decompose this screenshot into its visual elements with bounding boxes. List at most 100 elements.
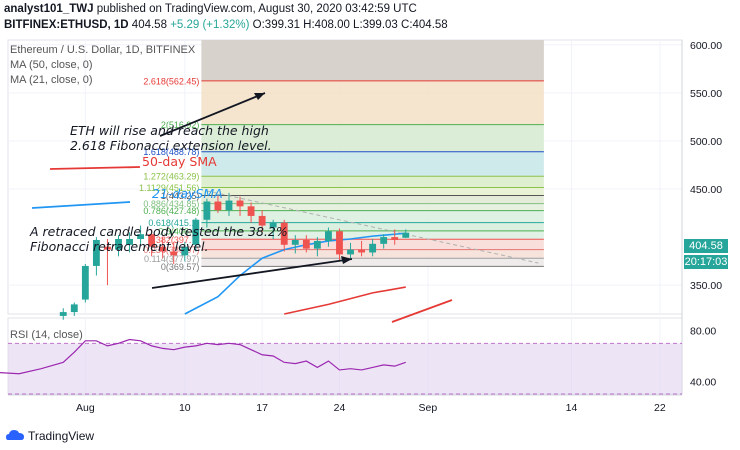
fib-level-label: 1.618(488.78) bbox=[143, 147, 199, 157]
candle-body bbox=[269, 222, 277, 228]
annotation-sma21: 21-daySMA bbox=[152, 186, 223, 201]
fib-level-label: 0.786(427.48) bbox=[143, 206, 199, 216]
footer: TradingView bbox=[0, 424, 740, 450]
chart-title: Ethereum / U.S. Dollar, 1D, BITFINEX bbox=[10, 44, 196, 56]
annotation-retrace-line1: A retraced candle body tested the 38.2% bbox=[30, 224, 288, 239]
candle-body bbox=[325, 231, 332, 241]
candle-body bbox=[59, 312, 67, 316]
last-price-tag: 404.58 bbox=[684, 239, 728, 253]
fib-level-label: 0.618(415.1) bbox=[148, 218, 199, 228]
fib-zone bbox=[201, 176, 544, 188]
ma50-legend: MA (50, close, 0) bbox=[10, 59, 93, 71]
ohlc-values: O:399.31 H:408.00 L:399.03 C:404.58 bbox=[252, 19, 448, 31]
last-price: 404.58 bbox=[131, 19, 167, 31]
fib-zone bbox=[201, 80, 544, 125]
time-tick-label: 24 bbox=[334, 402, 346, 414]
candle-body bbox=[336, 231, 343, 255]
fib-zone bbox=[201, 195, 544, 204]
rsi-tick-label: 40.00 bbox=[690, 376, 716, 388]
fib-zone bbox=[201, 151, 544, 177]
ma50-line bbox=[284, 286, 406, 315]
fib-zone bbox=[201, 203, 544, 211]
author-name[interactable]: analyst101_TWJ bbox=[4, 3, 94, 15]
candle-body bbox=[70, 304, 78, 313]
annotation-retrace: A retraced candle body tested the 38.2% … bbox=[30, 224, 288, 254]
time-tick-label: Sep bbox=[419, 402, 438, 414]
rsi-tick-label: 80.00 bbox=[690, 326, 716, 338]
time-tick-label: 17 bbox=[256, 402, 268, 414]
symbol-label: BITFINEX:ETHUSD, 1D bbox=[4, 19, 129, 31]
fib-level-label: 0.382(397.7) bbox=[148, 235, 199, 245]
price-tick-label: 500.00 bbox=[690, 136, 722, 148]
annotation-rise: ETH will rise and reach the high 2.618 F… bbox=[70, 123, 272, 153]
fib-level-label: 2(516.92) bbox=[161, 120, 200, 130]
tradingview-brand: TradingView bbox=[28, 429, 95, 443]
publish-text: published on TradingView.com, August 30,… bbox=[96, 3, 417, 15]
candle-body bbox=[81, 265, 89, 300]
candle-body bbox=[280, 222, 288, 245]
rsi-band bbox=[8, 343, 682, 394]
annotation-rise-line1: ETH will rise and reach the high bbox=[70, 123, 269, 138]
annotation-sma50: 50-day SMA bbox=[142, 154, 217, 169]
fib-zone bbox=[201, 124, 544, 152]
candle-body bbox=[380, 237, 388, 244]
candle-body bbox=[148, 234, 156, 247]
candle-body bbox=[302, 239, 310, 249]
fib-zone bbox=[201, 258, 544, 267]
ma21-swatch bbox=[31, 201, 131, 209]
candle-body bbox=[92, 239, 100, 266]
candle-body bbox=[347, 249, 354, 255]
time-tick-label: 14 bbox=[566, 402, 578, 414]
candle-body bbox=[115, 239, 122, 250]
publish-header: analyst101_TWJ published on TradingView.… bbox=[0, 0, 740, 36]
time-tick-label: Aug bbox=[76, 402, 95, 414]
candle-body bbox=[258, 215, 266, 226]
fib-zone bbox=[201, 187, 544, 196]
price-tick-label: 450.00 bbox=[690, 184, 722, 196]
fib-level-label: 0.114(377.97) bbox=[144, 254, 199, 264]
candle-body bbox=[214, 201, 222, 211]
candle-body bbox=[247, 206, 255, 216]
fib-zone bbox=[201, 210, 544, 223]
tradingview-logo[interactable]: TradingView bbox=[6, 429, 94, 443]
symbol-info: BITFINEX:ETHUSD, 1D 404.58 +5.29 (+1.32%… bbox=[4, 19, 448, 31]
candle-body bbox=[236, 200, 244, 207]
annotation-rise-line2: 2.618 Fibonacci extension level. bbox=[70, 138, 272, 153]
time-tick-label: 22 bbox=[654, 402, 666, 414]
candle-body bbox=[192, 219, 200, 245]
candle-body bbox=[104, 246, 111, 250]
ma50-swatch bbox=[49, 166, 141, 170]
candle-body bbox=[291, 239, 299, 245]
ma21-legend: MA (21, close, 0) bbox=[10, 74, 93, 86]
arrow-to-retracement-head bbox=[341, 256, 352, 264]
candle-body bbox=[159, 246, 167, 252]
price-tick-label: 550.00 bbox=[690, 88, 722, 100]
candle-body bbox=[137, 234, 145, 240]
candle-body bbox=[369, 243, 377, 253]
fib-top-zone bbox=[201, 40, 544, 81]
fib-level-label: 1.1129(451.56) bbox=[139, 183, 199, 193]
fib-level-label: 0.5(406.4) bbox=[158, 226, 199, 236]
candle-body bbox=[203, 201, 211, 220]
arrow-to-retracement bbox=[151, 258, 353, 289]
price-tick-label: 350.00 bbox=[690, 280, 722, 292]
candle-body bbox=[358, 249, 365, 253]
arrow-to-extension-head bbox=[254, 93, 265, 100]
candle-body bbox=[391, 237, 399, 240]
candle-body bbox=[126, 239, 133, 245]
candle-body bbox=[181, 246, 189, 256]
candle-body bbox=[225, 200, 233, 211]
candle-body bbox=[402, 232, 410, 238]
fib-level-label: 0(369.57) bbox=[161, 262, 200, 272]
countdown-tag: 20:17:03 bbox=[684, 255, 728, 269]
time-tick-label: 10 bbox=[179, 402, 191, 414]
price-change: +5.29 (+1.32%) bbox=[170, 19, 250, 31]
fib-level-label: 0.236(386.97) bbox=[143, 245, 199, 255]
rsi-legend: RSI (14, close) bbox=[10, 329, 83, 341]
chart-canvas[interactable]: 2.618(562.45) 2(516.92) 1.618(488.78) 1.272… bbox=[0, 36, 740, 424]
arrow-to-extension bbox=[159, 92, 266, 137]
publish-info: analyst101_TWJ published on TradingView.… bbox=[4, 3, 417, 15]
fib-level-label: 2.618(562.45) bbox=[143, 76, 199, 86]
fib-level-label: 1(443.25) bbox=[161, 191, 200, 201]
fib-level-label: 1.272(463.29) bbox=[143, 172, 199, 182]
